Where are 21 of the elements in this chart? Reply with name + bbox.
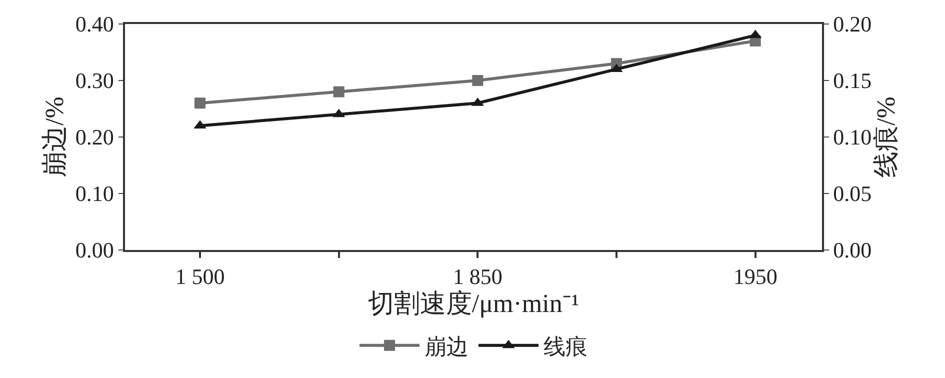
y2-tick-label: 0.10 <box>833 124 872 150</box>
legend-label: 崩边 <box>424 334 468 359</box>
y2-axis-title: 线痕/% <box>872 96 901 178</box>
x-tick-label: 1 850 <box>452 264 502 290</box>
y2-tick-label: 0.05 <box>833 181 872 206</box>
y-tick-label: 0.10 <box>75 181 114 206</box>
y-tick-label: 0.30 <box>75 68 114 94</box>
y2-tick-label: 0.20 <box>833 12 872 37</box>
point <box>194 98 206 109</box>
x-axis-title: 切割速度/μm·min⁻¹ <box>368 289 580 318</box>
x-tick-label: 1950 <box>733 264 778 290</box>
y-tick-label: 0.20 <box>75 124 114 150</box>
x-tick-label: 1 500 <box>175 264 225 290</box>
y-tick-label: 0.40 <box>75 12 114 37</box>
legend-label: 线痕 <box>544 334 588 359</box>
point <box>472 75 484 86</box>
point <box>333 86 344 98</box>
y2-tick-label: 0.15 <box>833 68 872 94</box>
y-tick-label: 0.00 <box>75 238 114 263</box>
y2-tick-label: 0.00 <box>833 238 872 263</box>
y-axis-title: 崩边/% <box>40 96 70 178</box>
